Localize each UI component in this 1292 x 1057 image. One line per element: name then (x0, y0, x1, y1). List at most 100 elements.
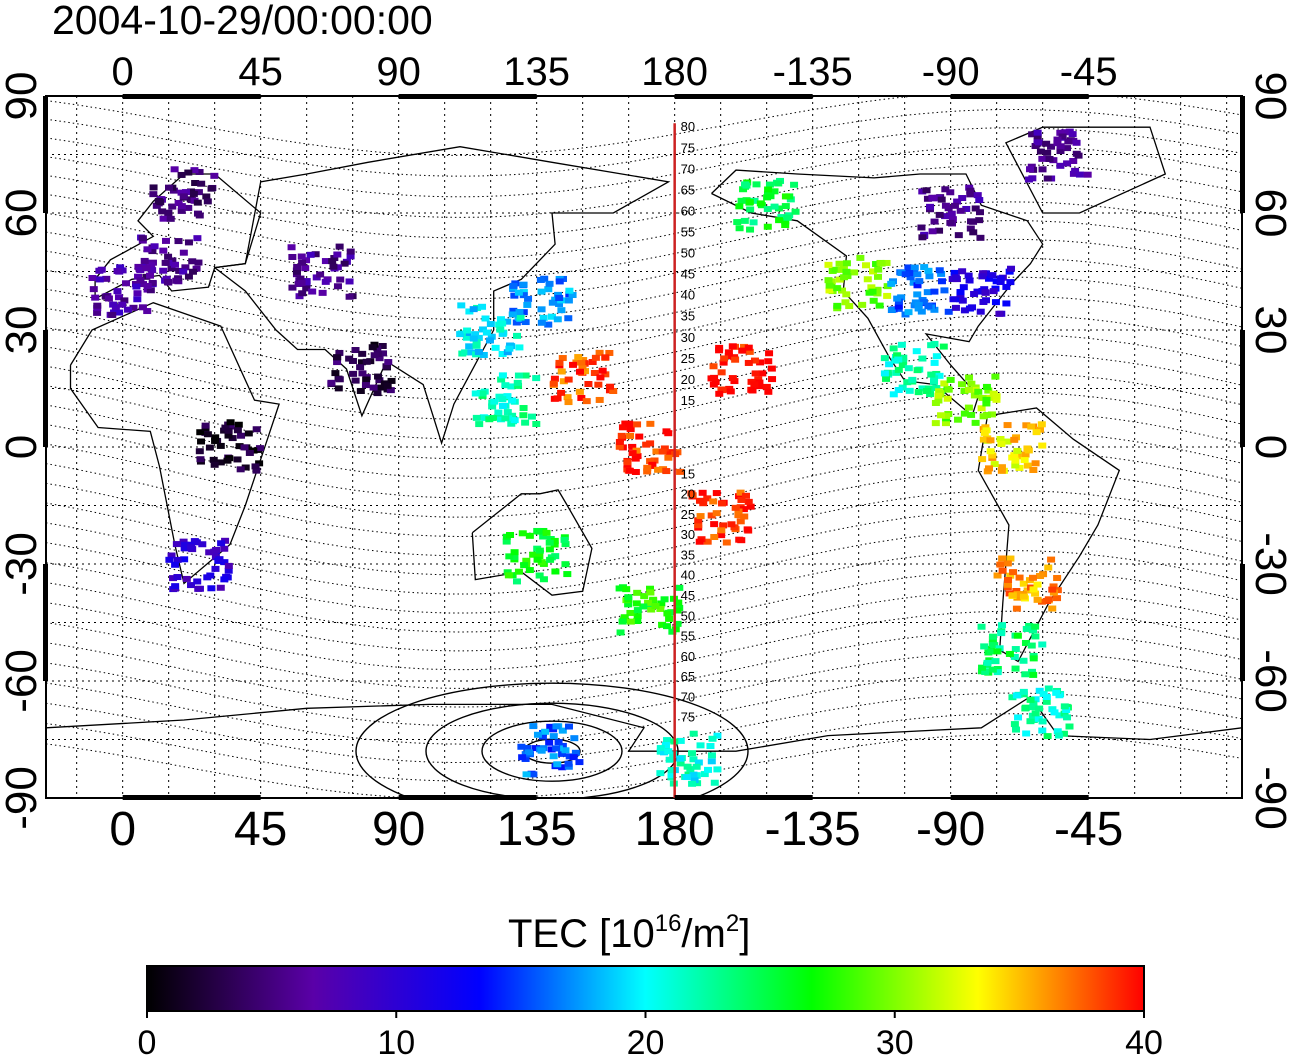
tec-point (216, 584, 225, 591)
tec-point (605, 349, 614, 356)
tec-point (179, 193, 188, 200)
tec-point (744, 344, 753, 351)
frame-bar-top (122, 94, 261, 99)
tec-point (946, 189, 955, 196)
geomag-line (46, 610, 1242, 689)
tec-point (838, 287, 847, 294)
tec-point (690, 777, 699, 784)
tec-point (298, 290, 307, 297)
tec-point (929, 195, 938, 202)
tec-point (668, 628, 677, 635)
tec-point (469, 335, 478, 342)
tec-point (358, 370, 367, 377)
tec-point (588, 359, 597, 366)
tec-point (707, 758, 716, 765)
timestamp-title: 2004-10-29/00:00:00 (52, 0, 433, 43)
tec-point (1042, 698, 1051, 705)
tec-point (205, 549, 214, 556)
tec-point (893, 352, 902, 359)
tec-point (980, 643, 989, 650)
tec-point (164, 253, 173, 260)
tec-point (894, 356, 903, 363)
tec-point (734, 508, 743, 515)
tec-point (554, 291, 563, 298)
tec-point (664, 748, 673, 755)
tec-point (527, 413, 536, 420)
tec-point (1006, 572, 1015, 579)
tec-point (919, 298, 928, 305)
tec-point (658, 621, 667, 628)
tec-point (545, 539, 554, 546)
left-lat-label: 90 (0, 72, 46, 121)
tec-point (115, 309, 124, 316)
top-lon-label: 90 (376, 50, 421, 94)
tec-point (184, 239, 193, 246)
tec-point (333, 283, 342, 290)
tec-point (665, 449, 674, 456)
tec-point (193, 578, 202, 585)
tec-point (991, 373, 1000, 380)
tec-point (1013, 594, 1022, 601)
tec-point (932, 385, 941, 392)
tec-point (520, 562, 529, 569)
tec-point (550, 375, 559, 382)
tec-point (982, 383, 991, 390)
tec-point (190, 538, 199, 545)
tec-point (1012, 605, 1021, 612)
tec-point (825, 282, 834, 289)
tec-point (170, 166, 179, 173)
tec-point (738, 347, 747, 354)
tec-point (544, 321, 553, 328)
colorbar-tick-label: 30 (876, 1024, 914, 1057)
tec-point (356, 387, 365, 394)
tec-point (899, 354, 908, 361)
tec-point (991, 299, 1000, 306)
tec-point (564, 376, 573, 383)
tec-point (693, 780, 702, 787)
tec-point (986, 448, 995, 455)
tec-point (774, 205, 783, 212)
tec-point (170, 261, 179, 268)
tec-point (559, 378, 568, 385)
top-longitude-ticks: 0 45 90 135 180 -135 -90 -45 (112, 50, 1118, 94)
tec-point (136, 277, 145, 284)
tec-point (369, 384, 378, 391)
tec-point (1028, 574, 1037, 581)
tec-point (95, 276, 104, 283)
tec-point (835, 260, 844, 267)
tec-point (582, 398, 591, 405)
tec-point (924, 267, 933, 274)
tec-point (657, 600, 666, 607)
tec-point (1036, 572, 1045, 579)
tec-point (939, 343, 948, 350)
tec-point (515, 344, 524, 351)
tec-point (177, 207, 186, 214)
tec-point (93, 302, 102, 309)
tec-point (1021, 671, 1030, 678)
tec-point (889, 391, 898, 398)
geomag-line (46, 733, 1242, 798)
coastline-africa (69, 302, 280, 585)
tec-point (379, 350, 388, 357)
tec-point (187, 544, 196, 551)
tec-point (1053, 575, 1062, 582)
tec-point (914, 301, 923, 308)
tec-point (941, 202, 950, 209)
tec-point (340, 260, 349, 267)
tec-point (555, 278, 564, 285)
tec-point (195, 168, 204, 175)
tec-point (516, 314, 525, 321)
tec-point (979, 270, 988, 277)
tec-point (1043, 149, 1052, 156)
tec-point (980, 286, 989, 293)
tec-point (297, 279, 306, 286)
tec-point (745, 199, 754, 206)
tec-point (136, 266, 145, 273)
tec-point (456, 331, 465, 338)
tec-point (618, 618, 627, 625)
tec-point (869, 297, 878, 304)
tec-point (550, 541, 559, 548)
tec-point (194, 189, 203, 196)
geomag-line (46, 590, 1242, 671)
tec-point (1053, 140, 1062, 147)
